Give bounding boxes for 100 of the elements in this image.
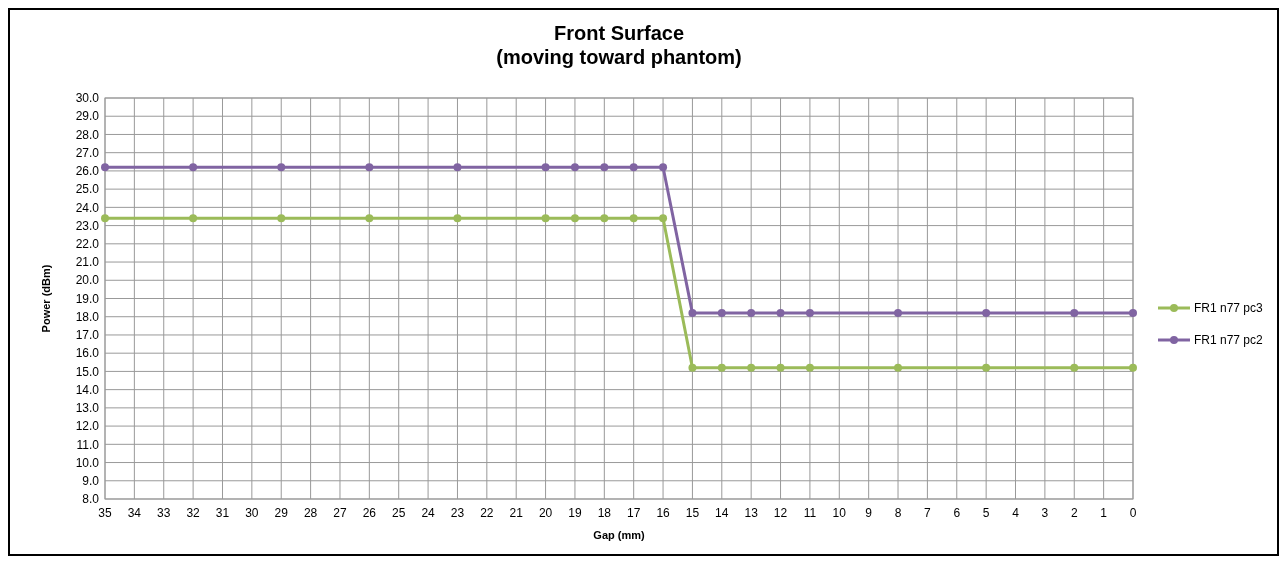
point (453, 163, 462, 172)
y-tick-label: 13.0 (75, 401, 100, 416)
x-tick-label: 20 (538, 506, 553, 520)
y-tick-label: 8.0 (82, 492, 100, 507)
y-tick-label: 29.0 (75, 109, 100, 124)
point (982, 309, 991, 318)
x-tick-label: 24 (421, 506, 436, 520)
point (277, 214, 286, 223)
point (541, 163, 550, 172)
x-tick-label: 19 (568, 506, 582, 520)
point (1129, 363, 1137, 372)
point (717, 363, 726, 372)
x-tick-label: 3 (1041, 506, 1049, 520)
x-tick-label: 21 (509, 506, 524, 520)
x-tick-label: 31 (215, 506, 230, 520)
x-tick-label: 23 (450, 506, 465, 520)
x-tick-label: 28 (303, 506, 318, 520)
x-tick-label: 11 (803, 506, 817, 520)
point (717, 309, 726, 318)
x-tick-label: 29 (274, 506, 289, 520)
point (600, 163, 609, 172)
x-tick-label: 25 (392, 506, 406, 520)
point (1129, 309, 1137, 318)
x-tick-label: 10 (832, 506, 847, 520)
x-tick-label: 17 (627, 506, 641, 520)
point (688, 363, 697, 372)
x-tick-label: 18 (597, 506, 612, 520)
point (189, 214, 198, 223)
y-tick-label: 21.0 (75, 255, 100, 270)
point (189, 163, 198, 172)
x-tick-label: 32 (186, 506, 201, 520)
point (101, 163, 109, 172)
point (365, 163, 374, 172)
x-tick-label: 1 (1100, 506, 1108, 520)
legend-label: FR1 n77 pc2 (1194, 333, 1264, 348)
point (805, 309, 814, 318)
x-tick-label: 9 (865, 506, 873, 520)
y-tick-label: 12.0 (75, 419, 100, 434)
point (600, 214, 609, 223)
y-tick-label: 20.0 (75, 273, 100, 288)
x-tick-label: 13 (744, 506, 759, 520)
y-tick-label: 22.0 (75, 237, 100, 252)
point (453, 214, 462, 223)
y-tick-label: 15.0 (75, 364, 100, 379)
y-tick-label: 18.0 (75, 309, 100, 324)
y-tick-label: 30.0 (75, 91, 100, 106)
y-tick-label: 27.0 (75, 145, 100, 160)
point (688, 309, 697, 318)
point (570, 214, 579, 223)
point (894, 309, 903, 318)
x-tick-label: 30 (245, 506, 259, 520)
x-tick-label: 27 (333, 506, 347, 520)
point (776, 363, 785, 372)
point (747, 363, 756, 372)
point (659, 163, 668, 172)
y-tick-label: 26.0 (75, 164, 100, 179)
y-tick-label: 17.0 (75, 328, 100, 343)
x-tick-label: 22 (480, 506, 494, 520)
x-tick-label: 8 (894, 506, 902, 520)
chart-title: Front Surface (moving toward phantom) (496, 22, 742, 68)
point (629, 214, 638, 223)
x-tick-label: 34 (127, 506, 142, 520)
point (659, 214, 668, 223)
y-tick-label: 16.0 (75, 346, 100, 361)
y-tick-label: 25.0 (75, 182, 100, 197)
point (805, 363, 814, 372)
x-tick-label: 6 (953, 506, 961, 520)
point (894, 363, 903, 372)
y-axis-title: Power (dBm) (40, 264, 52, 333)
x-tick-label: 14 (715, 506, 729, 520)
point (629, 163, 638, 172)
point (1070, 309, 1079, 318)
y-tick-label: 14.0 (75, 382, 100, 397)
x-tick-label: 26 (362, 506, 377, 520)
point (277, 163, 286, 172)
y-tick-label: 19.0 (75, 291, 100, 306)
y-tick-label: 10.0 (75, 455, 100, 470)
point (365, 214, 374, 223)
x-tick-label: 15 (685, 506, 700, 520)
point (1070, 363, 1079, 372)
x-tick-label: 33 (157, 506, 171, 520)
x-tick-label: 12 (773, 506, 788, 520)
point (101, 214, 109, 223)
x-tick-label: 0 (1129, 506, 1137, 520)
legend-label: FR1 n77 pc3 (1194, 301, 1264, 316)
y-tick-label: 24.0 (75, 200, 100, 215)
y-tick-label: 9.0 (82, 473, 100, 488)
x-tick-label: 4 (1012, 506, 1020, 520)
point (776, 309, 785, 318)
point (570, 163, 579, 172)
point (541, 214, 550, 223)
point (982, 363, 991, 372)
point (747, 309, 756, 318)
y-tick-label: 28.0 (75, 127, 100, 142)
y-tick-label: 23.0 (75, 218, 100, 233)
x-tick-label: 16 (656, 506, 671, 520)
x-tick-label: 2 (1070, 506, 1078, 520)
x-tick-label: 5 (982, 506, 990, 520)
x-tick-label: 35 (98, 506, 112, 520)
x-axis-title: Gap (mm) (593, 529, 645, 541)
